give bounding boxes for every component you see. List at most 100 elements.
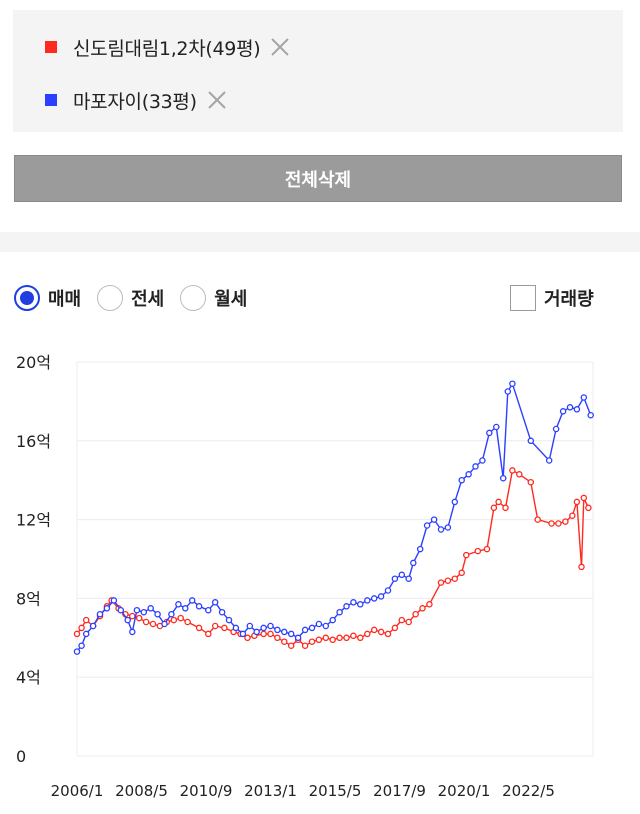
data-point (117, 606, 125, 614)
checkbox-icon[interactable] (510, 285, 536, 311)
data-point (133, 606, 141, 614)
data-point (244, 634, 251, 642)
data-point (73, 648, 81, 655)
data-point (504, 388, 512, 395)
data-point (451, 498, 459, 506)
data-point (490, 504, 498, 512)
data-point (82, 616, 90, 624)
data-point (124, 616, 131, 624)
volume-label: 거래량 (544, 289, 594, 310)
data-point (391, 575, 399, 582)
data-point (548, 520, 555, 527)
data-point (78, 624, 85, 632)
chart-grid (76, 361, 594, 757)
series-line (76, 383, 592, 653)
data-point (96, 610, 104, 618)
data-point (573, 498, 581, 506)
data-point (384, 630, 392, 638)
close-icon[interactable] (205, 88, 229, 112)
radio-jeonse[interactable]: 전세 (97, 285, 164, 311)
data-point (205, 630, 212, 638)
data-point (534, 516, 541, 523)
data-point (377, 628, 385, 636)
data-point (175, 601, 182, 608)
data-point (416, 545, 424, 553)
data-point (142, 618, 150, 626)
data-point (287, 630, 295, 638)
y-axis-ticks: 0 4억 8억 12억 16억 20억 (16, 353, 51, 766)
trade-type-radio-group: 매매 전세 월세 (14, 284, 263, 312)
data-point (301, 642, 309, 649)
radio-unchecked-icon (180, 285, 207, 311)
data-point (168, 610, 175, 618)
x-tick-label: 2013/1 (244, 782, 297, 800)
data-point (253, 628, 260, 636)
series-color-swatch (45, 41, 57, 53)
compare-item-label: 신도림대림1,2차(49평) (73, 37, 261, 60)
close-icon[interactable] (268, 35, 292, 59)
data-point (129, 612, 136, 620)
data-point (322, 622, 330, 630)
data-point (315, 620, 323, 628)
series-color-swatch (45, 94, 57, 106)
data-point (343, 634, 350, 642)
x-tick-label: 2006/1 (51, 782, 104, 800)
radio-sale[interactable]: 매매 (14, 285, 81, 311)
data-point (329, 616, 336, 624)
data-point (437, 579, 445, 586)
data-point (110, 597, 118, 604)
data-point (350, 599, 357, 606)
data-point (509, 380, 516, 387)
data-point (218, 608, 226, 616)
data-point (221, 624, 228, 632)
data-point (463, 551, 470, 559)
data-point (391, 624, 399, 632)
y-tick-label: 8억 (16, 589, 41, 608)
data-point (301, 626, 309, 634)
data-point (364, 630, 371, 638)
data-point (573, 406, 581, 413)
volume-toggle[interactable]: 거래량 (510, 284, 594, 312)
data-point (188, 597, 196, 604)
data-point (499, 474, 507, 482)
y-tick-label: 12억 (16, 511, 51, 530)
data-point (405, 575, 412, 582)
data-point (129, 628, 136, 636)
y-tick-label: 0 (16, 747, 26, 766)
y-tick-label: 4억 (16, 668, 41, 687)
data-point (322, 634, 330, 642)
data-point (274, 626, 281, 634)
data-point (135, 614, 143, 622)
data-point (377, 593, 385, 600)
data-point (239, 630, 247, 638)
data-point (161, 620, 168, 628)
data-point (444, 577, 452, 584)
y-tick-label: 20억 (16, 353, 51, 372)
data-point (78, 642, 85, 649)
data-point (260, 624, 267, 632)
data-point (426, 601, 433, 608)
data-point (182, 605, 189, 612)
x-tick-label: 2008/5 (115, 782, 168, 800)
data-point (412, 610, 419, 618)
data-point (559, 408, 567, 415)
data-point (177, 614, 184, 622)
radio-monthly-rent[interactable]: 월세 (180, 285, 247, 311)
data-point (294, 634, 302, 642)
x-tick-label: 2020/1 (438, 782, 491, 800)
data-point (357, 634, 364, 642)
data-point (281, 628, 288, 636)
data-point (458, 569, 465, 577)
y-tick-label: 16억 (16, 432, 51, 451)
data-point (195, 603, 203, 610)
data-point (580, 394, 588, 401)
data-point (315, 636, 323, 644)
x-tick-label: 2015/5 (309, 782, 362, 800)
data-point (465, 471, 472, 478)
data-point (423, 522, 431, 529)
data-point (486, 429, 493, 437)
data-point (246, 622, 254, 630)
delete-all-button[interactable]: 전체삭제 (14, 155, 622, 202)
data-point (479, 457, 486, 464)
